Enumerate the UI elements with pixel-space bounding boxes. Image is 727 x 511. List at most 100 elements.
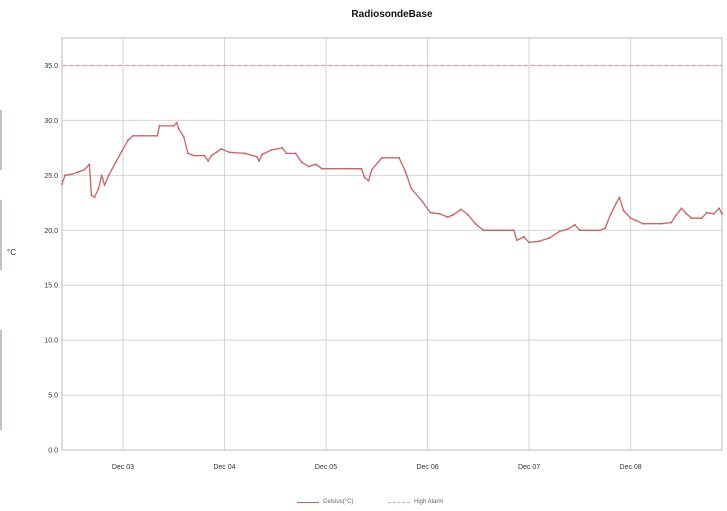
data-point [690,217,693,219]
data-point [447,216,449,218]
data-point [573,223,576,226]
data-point [429,211,432,214]
data-point [258,160,260,162]
legend: Celsius(°C) High Alarm [0,499,727,511]
data-point [107,174,110,177]
data-point [307,165,310,168]
data-point [215,151,218,154]
left-edge-mark [0,330,2,430]
data-point [172,125,175,127]
data-point [370,169,373,171]
data-point [482,229,485,232]
data-point [71,173,73,176]
data-point [634,219,637,222]
data-point [404,170,406,172]
x-tick-label: Dec 06 [416,464,438,471]
data-point [363,176,366,179]
data-point [558,230,561,233]
data-point [228,151,231,154]
x-tick-label: Dec 03 [112,464,134,471]
y-tick-label: 5.0 [48,393,58,400]
data-point [604,227,607,229]
left-edge-mark [0,200,2,270]
y-tick-label: 15.0 [44,283,58,290]
data-point [410,187,413,190]
data-point [315,163,317,166]
data-point [115,161,117,163]
x-tick-label: Dec 07 [518,464,540,471]
data-point [618,196,621,199]
data-point [127,139,129,141]
data-point [90,194,93,196]
data-point [452,214,454,216]
series-line-celsius [61,121,723,244]
left-edge-mark [0,110,2,170]
y-tick-label: 30.0 [44,118,58,125]
legend-swatch-solid [297,501,319,503]
y-tick-label: 35.0 [44,63,58,70]
data-point [670,221,673,224]
data-point [97,187,100,190]
data-point [177,128,180,130]
data-point [256,155,258,158]
data-point [421,200,424,203]
y-axis-label: °C [7,248,16,257]
data-point [132,134,134,137]
data-point [629,217,632,219]
data-point [300,161,303,163]
data-point [660,222,662,225]
data-point [438,212,441,215]
data-point [64,174,66,177]
data-point [700,217,703,219]
data-point [599,229,601,232]
data-point [207,160,210,162]
data-point [713,212,715,215]
data-point [589,229,591,232]
data-point [497,229,500,232]
data-point [360,167,363,170]
chart-title: RadiosondeBase [351,9,433,20]
data-point [77,171,80,173]
data-point [281,147,284,149]
data-point [622,209,625,212]
data-point [615,202,618,204]
data-point [367,180,370,182]
data-point [142,134,145,137]
data-point [156,134,159,137]
data-point [61,183,63,185]
legend-item-high-alarm: High Alarm [388,499,443,505]
data-point [294,152,297,155]
x-tick-label: Dec 08 [620,464,642,471]
data-point [538,240,541,243]
data-point [467,214,469,216]
data-point [516,239,518,241]
x-tick-label: Dec 05 [315,464,337,471]
data-point [121,150,123,152]
data-point [680,207,683,210]
data-point [100,174,103,177]
data-point [270,149,272,151]
legend-item-celsius: Celsius(°C) [297,499,353,505]
data-point [528,241,530,244]
data-point [718,207,720,210]
y-tick-label: 20.0 [44,228,58,235]
data-point [93,196,96,199]
data-point [566,228,569,230]
data-point [285,152,288,155]
data-point [175,121,178,124]
data-point [642,222,644,225]
data-point [220,148,223,150]
data-point [203,154,205,157]
y-tick-label: 10.0 [44,338,58,345]
data-point [685,212,688,215]
data-point [579,229,581,232]
data-point [721,212,723,215]
data-point [243,152,246,155]
data-point [83,169,86,171]
y-tick-label: 0.0 [48,448,58,455]
legend-label-celsius: Celsius(°C) [323,499,354,505]
data-point [523,236,525,238]
data-point [705,211,708,214]
